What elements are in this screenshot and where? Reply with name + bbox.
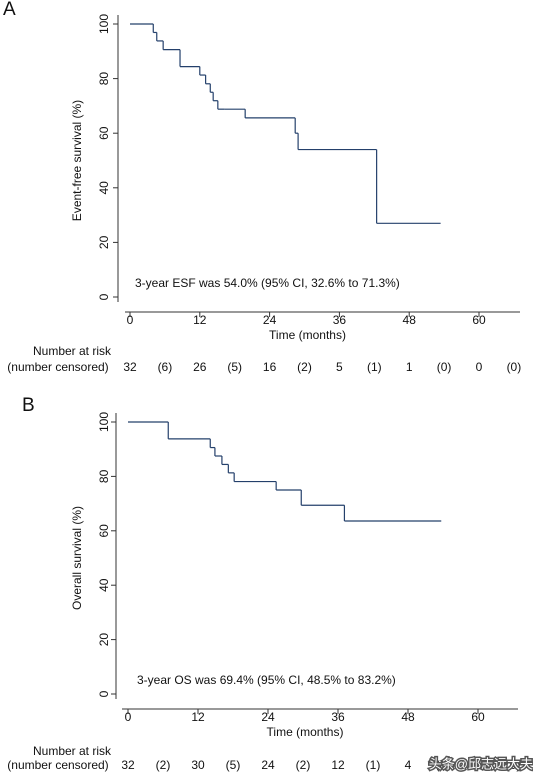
x-tick-label: 36	[331, 710, 345, 724]
annotation: 3-year OS was 69.4% (95% CI, 48.5% to 83…	[137, 673, 396, 687]
censored-count: (2)	[297, 360, 312, 374]
x-tick-label: 60	[472, 313, 486, 327]
at-risk-count: 5	[336, 360, 343, 374]
censored-count: (0)	[507, 360, 522, 374]
x-tick-label: 24	[263, 313, 277, 327]
x-axis-title: Time (months)	[269, 328, 346, 342]
y-tick-label: 20	[97, 235, 111, 249]
y-tick-label: 100	[97, 412, 111, 432]
y-tick-label: 80	[97, 72, 111, 86]
at-risk-count: 0	[476, 360, 483, 374]
x-tick-label: 48	[403, 313, 417, 327]
censored-count: (5)	[226, 758, 241, 772]
x-axis-title: Time (months)	[267, 725, 344, 739]
x-tick-label: 48	[401, 710, 415, 724]
censored-count: (1)	[367, 360, 382, 374]
y-tick-label: 80	[97, 469, 111, 483]
at-risk-count: 4	[405, 758, 412, 772]
risk-label: Number at risk	[33, 344, 112, 358]
risk-label: (number censored)	[7, 758, 108, 772]
y-tick-label: 0	[97, 690, 111, 697]
x-tick-label: 60	[471, 710, 485, 724]
panel-label: B	[22, 395, 35, 416]
y-axis-title: Event-free survival (%)	[70, 100, 84, 221]
y-tick-label: 100	[97, 14, 111, 34]
x-tick-label: 36	[333, 313, 347, 327]
censored-count: (2)	[296, 758, 311, 772]
censored-count: (6)	[158, 360, 173, 374]
x-tick-label: 0	[127, 313, 134, 327]
x-tick-label: 0	[125, 710, 132, 724]
at-risk-count: 30	[191, 758, 205, 772]
censored-count: (5)	[227, 360, 242, 374]
x-tick-label: 12	[193, 313, 207, 327]
annotation: 3-year ESF was 54.0% (95% CI, 32.6% to 7…	[135, 276, 400, 290]
y-tick-label: 0	[97, 293, 111, 300]
y-tick-label: 20	[97, 633, 111, 647]
at-risk-count: 32	[121, 758, 135, 772]
at-risk-count: 12	[331, 758, 345, 772]
censored-count: (2)	[156, 758, 171, 772]
risk-label: Number at risk	[33, 744, 112, 758]
at-risk-count: 0	[475, 758, 482, 772]
at-risk-count: 16	[263, 360, 277, 374]
at-risk-count: 24	[261, 758, 275, 772]
censored-count: (0)	[506, 758, 521, 772]
y-tick-label: 40	[97, 181, 111, 195]
panel-label: A	[3, 0, 16, 20]
censored-count: (0)	[437, 360, 452, 374]
at-risk-count: 1	[406, 360, 413, 374]
x-tick-label: 24	[261, 710, 275, 724]
y-tick-label: 60	[97, 524, 111, 538]
x-tick-label: 12	[191, 710, 205, 724]
censored-count: (0)	[436, 758, 451, 772]
watermark: 头条@邱志远大夫	[429, 756, 533, 771]
at-risk-count: 32	[123, 360, 137, 374]
at-risk-count: 26	[193, 360, 207, 374]
censored-count: (1)	[366, 758, 381, 772]
y-axis-title: Overall survival (%)	[70, 506, 84, 610]
y-tick-label: 40	[97, 578, 111, 592]
y-tick-label: 60	[97, 126, 111, 140]
risk-label: (number censored)	[7, 360, 108, 374]
